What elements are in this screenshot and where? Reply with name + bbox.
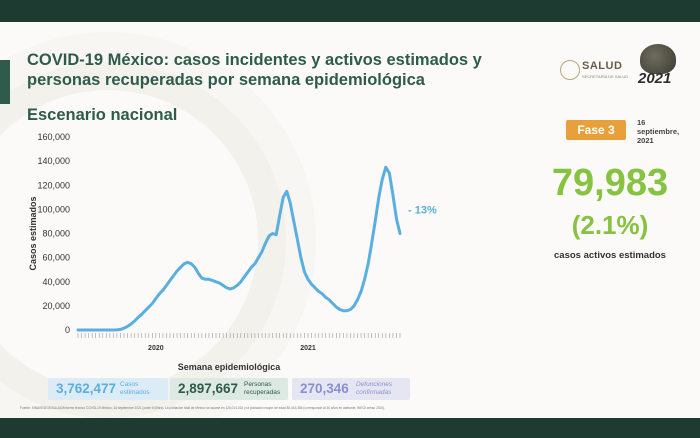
fase-badge: Fase 3 — [566, 120, 626, 140]
stat-deaths-value: 270,346 — [300, 381, 349, 396]
year-logo-text: 2021 — [638, 70, 672, 87]
y-tick-label: 80,000 — [42, 229, 70, 239]
x-axis-label: Semana epidemiológica — [178, 362, 282, 372]
y-tick-label: 0 — [65, 325, 70, 335]
y-tick-label: 40,000 — [42, 277, 70, 287]
y-tick-label: 60,000 — [42, 253, 70, 263]
x-axis: 2020 2021 — [77, 333, 401, 352]
stat-recovered: 2,897,667 Personas recuperadas — [170, 378, 288, 400]
stat-estimated-cases-value: 3,762,477 — [56, 381, 117, 396]
cases-line-chart: 0 20,000 40,000 60,000 80,000 100,000 120,000 1… — [28, 132, 437, 372]
change-annotation: - 13% — [408, 205, 437, 217]
y-tick-label: 20,000 — [42, 301, 70, 311]
y-tick-label: 160,000 — [37, 132, 70, 142]
active-cases-number: 79,983 — [551, 162, 669, 204]
page-title: COVID-19 México: casos incidentes y acti… — [27, 51, 482, 89]
page-subtitle: Escenario nacional — [27, 106, 178, 124]
report-date: 16 septiembre, 2021 — [637, 118, 680, 145]
active-cases-percent: (2.1%) — [571, 210, 649, 240]
stat-estimated-cases: 3,762,477 Casos estimados — [48, 378, 168, 400]
salud-logo: SALUD SECRETARÍA DE SALUD — [560, 58, 630, 84]
y-axis-label: Casos estimados — [28, 196, 38, 270]
y-tick-label: 140,000 — [37, 156, 70, 166]
x-year-label: 2021 — [300, 345, 316, 352]
y-axis: 0 20,000 40,000 60,000 80,000 100,000 120,000 1… — [37, 132, 70, 335]
active-cases-caption: casos activos estimados — [554, 250, 666, 261]
seal-icon — [560, 60, 580, 80]
x-year-label: 2020 — [148, 345, 164, 352]
series-line-cases — [76, 165, 402, 332]
slide: COVID-19 México: casos incidentes y acti… — [0, 22, 700, 418]
stat-recovered-label: Personas recuperadas — [244, 381, 281, 396]
stat-estimated-cases-label: Casos estimados — [120, 381, 150, 396]
salud-logo-tag: SECRETARÍA DE SALUD — [582, 74, 629, 79]
stat-deaths: 270,346 Defunciones confirmadas — [292, 378, 410, 400]
year-2021-logo: 2021 — [636, 42, 682, 100]
salud-logo-word: SALUD — [582, 60, 623, 72]
source-footnote: Fuente: SINAVE/DGE/SALUD/Informe técnico… — [20, 406, 386, 410]
stat-recovered-value: 2,897,667 — [178, 381, 239, 396]
y-tick-label: 120,000 — [37, 180, 70, 190]
accent-bar — [0, 60, 10, 104]
eagle-icon — [640, 44, 676, 74]
stat-deaths-label: Defunciones confirmadas — [356, 381, 393, 396]
bottom-band — [0, 418, 700, 438]
y-tick-label: 100,000 — [37, 204, 70, 214]
